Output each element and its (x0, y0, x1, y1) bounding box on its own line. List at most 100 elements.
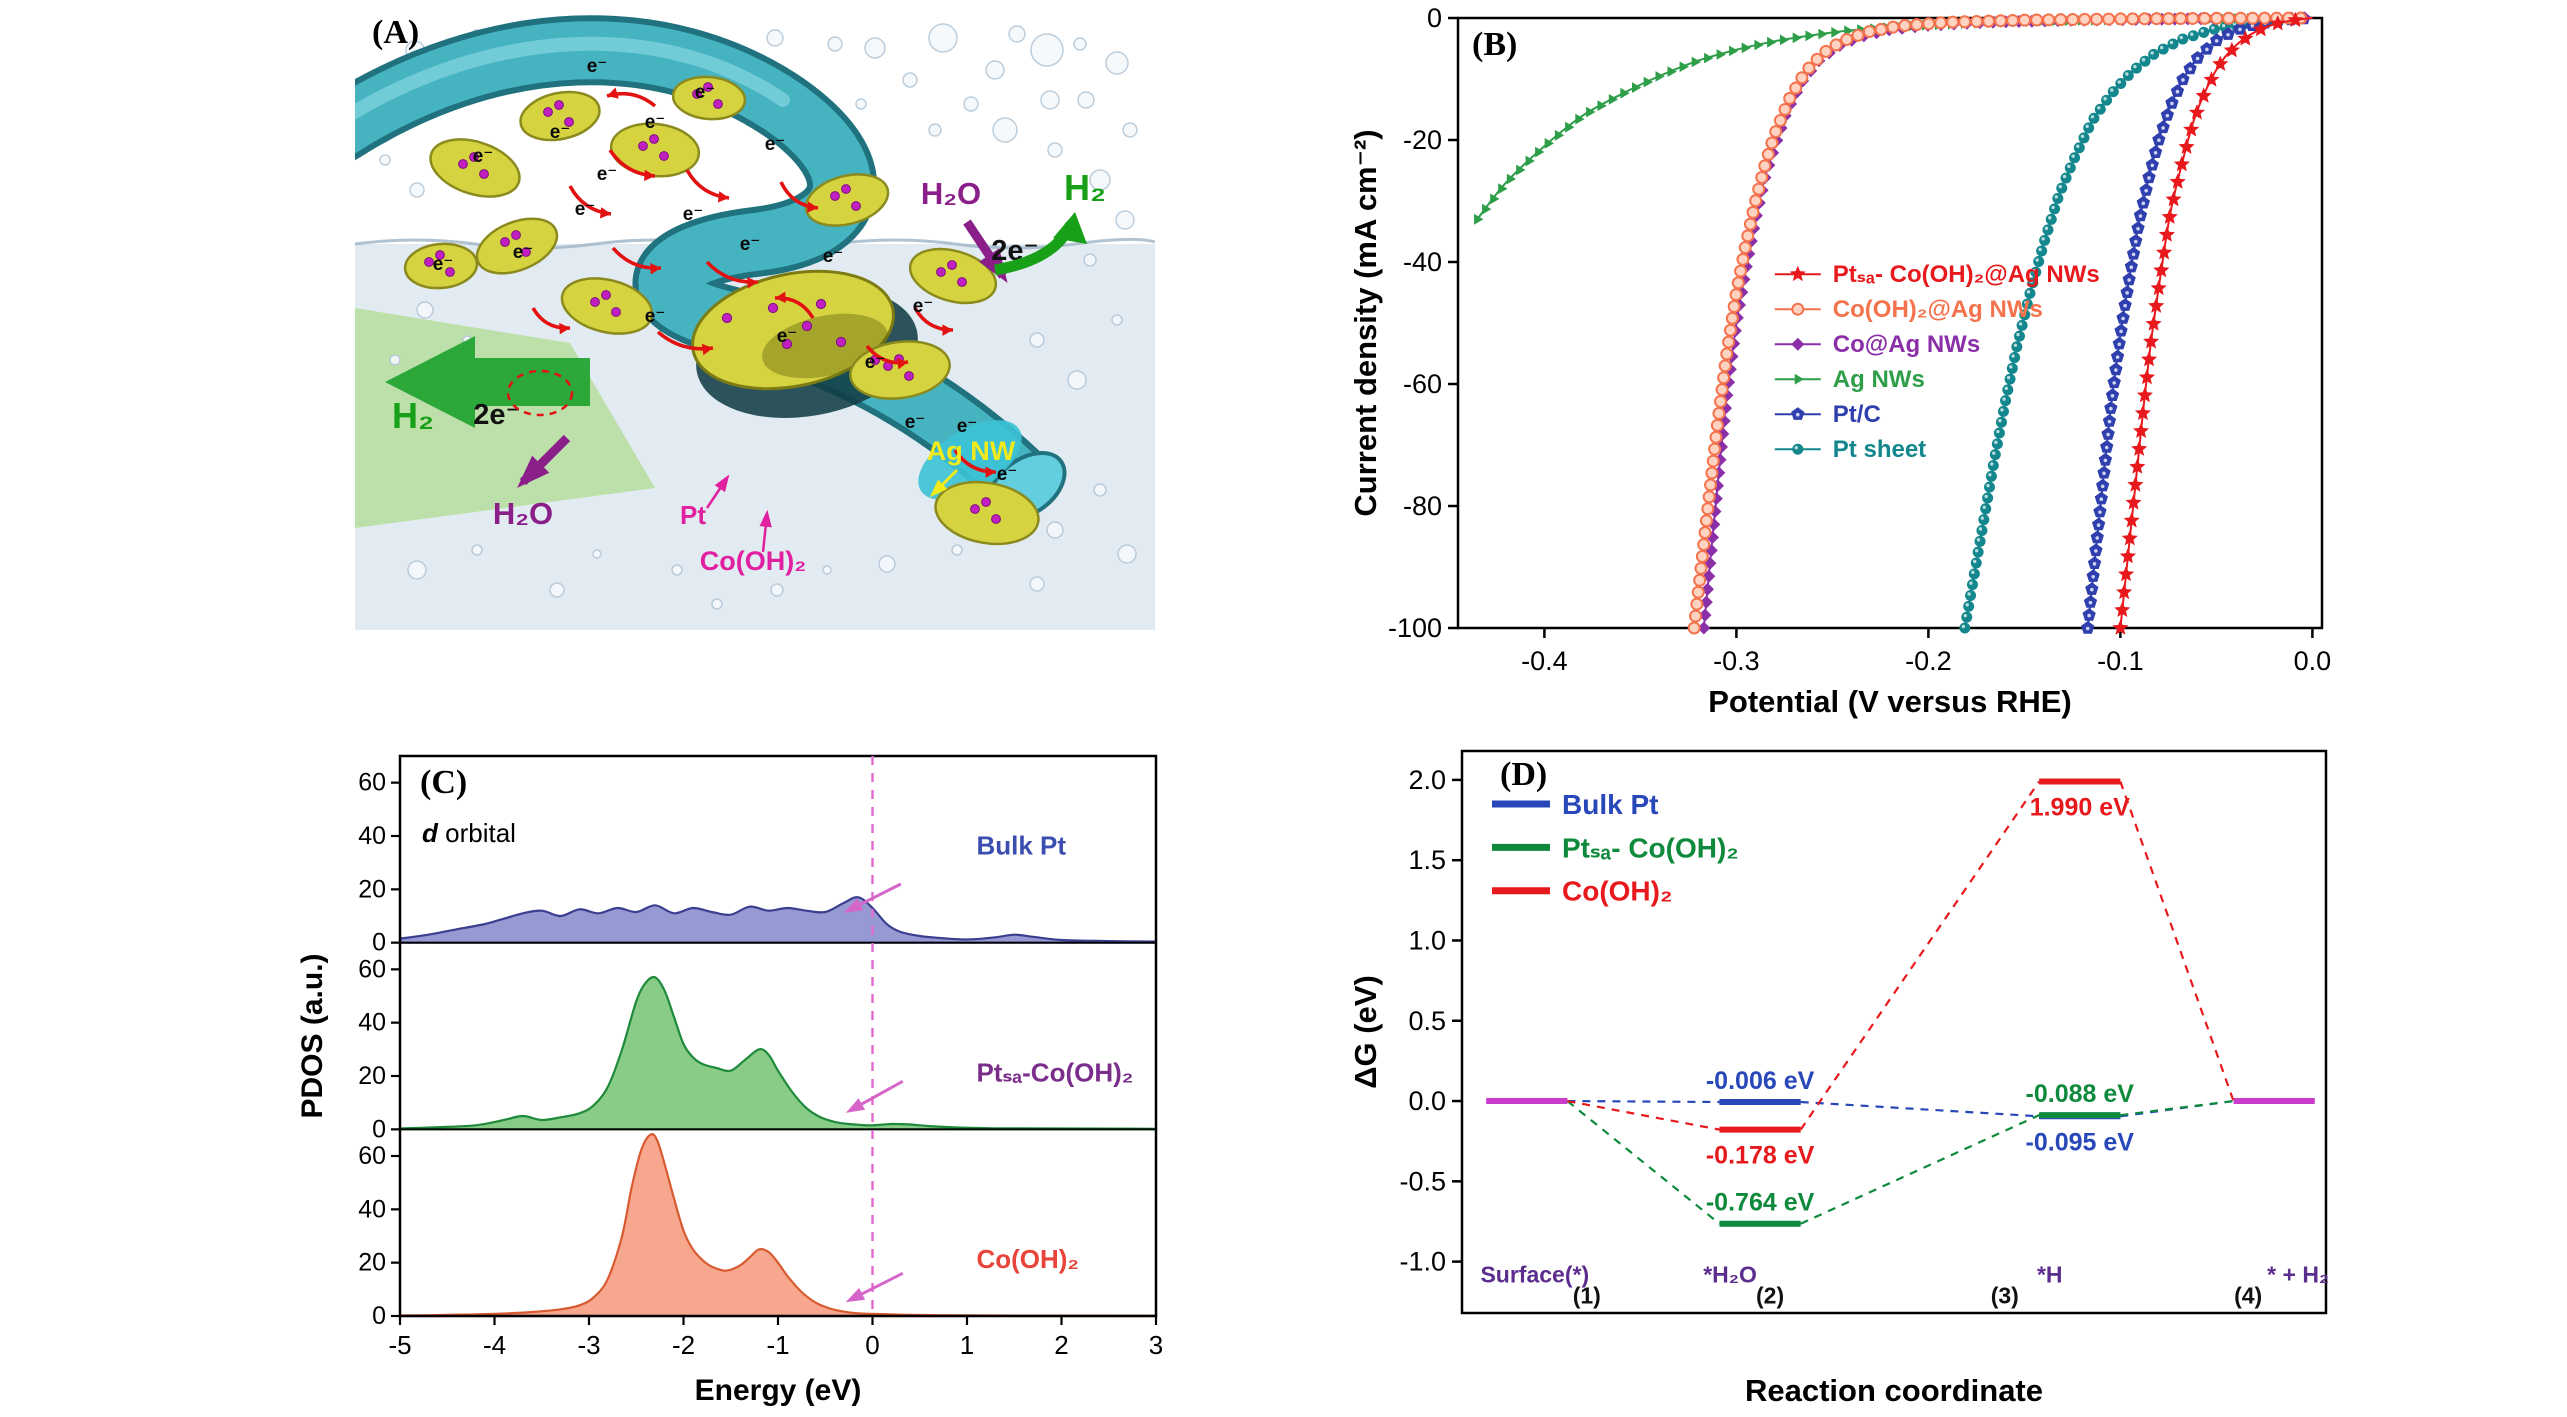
marker-circle-highlight (2190, 32, 2194, 36)
panel-a-illustration: e⁻e⁻e⁻e⁻e⁻e⁻e⁻e⁻e⁻e⁻e⁻e⁻e⁻e⁻e⁻e⁻e⁻e⁻e⁻e⁻… (355, 15, 1155, 630)
marker-circle-highlight (2200, 29, 2204, 33)
marker-star (2112, 619, 2129, 635)
marker-circle-highlight (2038, 247, 2042, 252)
y-tick-label: 20 (358, 875, 386, 903)
marker-triangle (1716, 49, 1726, 60)
marker-circle-open (2198, 11, 2212, 25)
bubble (928, 123, 942, 137)
marker-circle-highlight (2179, 35, 2184, 40)
marker-circle-open (1709, 430, 1723, 444)
marker-circle-highlight (1998, 419, 2002, 423)
marker-circle-open (1982, 14, 1996, 28)
pt-atom (991, 514, 1001, 524)
bubble (471, 544, 483, 556)
marker-circle (1965, 589, 1977, 601)
value-label: -0.006 eV (1706, 1067, 1815, 1095)
h2o-label-left: H₂O (493, 496, 553, 531)
stage-number: (3) (1991, 1282, 2019, 1308)
marker-circle-open (1694, 561, 1708, 575)
bubble (409, 182, 425, 198)
marker-circle-open (1712, 406, 1726, 420)
marker-circle (2024, 287, 2036, 299)
marker-circle-open (1840, 32, 1854, 46)
pt-atom (767, 302, 779, 314)
marker-circle-open (2150, 12, 2164, 26)
marker-triangle (1754, 39, 1764, 51)
pt-atom (904, 371, 914, 381)
marker-circle (1997, 405, 2009, 417)
marker-circle-open (2078, 12, 2092, 26)
marker-triangle (1632, 82, 1642, 93)
marker-circle-highlight (1971, 570, 1975, 575)
marker-circle-open (1970, 14, 1984, 28)
electron-transfer-arrowhead (599, 207, 611, 219)
bubble (822, 565, 832, 575)
marker-circle-open (1710, 418, 1724, 432)
pt-atom (424, 257, 434, 267)
electron-label: e⁻ (765, 134, 786, 155)
marker-triangle (1535, 146, 1545, 158)
marker-circle-open (1701, 502, 1715, 516)
marker-circle-open (1758, 159, 1772, 173)
marker-circle-open (1783, 91, 1797, 105)
legend-label: Co@Ag NWs (1833, 331, 1980, 358)
marker-circle-open (2102, 12, 2116, 26)
h2-arrowhead-right (1053, 212, 1087, 244)
marker-circle (2045, 213, 2057, 225)
marker-pentagon-center (2121, 316, 2125, 321)
h2-release-arrow (385, 336, 590, 428)
marker-triangle (1554, 129, 1565, 141)
marker-star (2116, 583, 2133, 600)
value-label: -0.088 eV (2026, 1080, 2135, 1108)
marker-circle-open (1810, 52, 1824, 66)
electron-label: e⁻ (513, 242, 534, 263)
marker-circle-highlight (2062, 174, 2067, 179)
marker-triangle (1729, 45, 1739, 57)
marker-pentagon-center (2195, 56, 2200, 61)
marker-circle (2130, 62, 2142, 74)
marker-circle-highlight (2071, 154, 2075, 158)
marker-triangle (1474, 213, 1484, 225)
marker-circle-open (2066, 13, 2080, 27)
fermi-pointer-arrow-head (845, 1287, 866, 1303)
marker-circle (1985, 470, 1997, 482)
marker-triangle (1586, 106, 1596, 118)
co-oh2-pointer-head (759, 509, 772, 528)
pdos-area (398, 975, 1158, 1131)
pt-pointer-head (714, 474, 730, 493)
marker-triangle (1643, 76, 1653, 88)
electron-transfer-arrowhead (942, 324, 953, 336)
marker-circle (2148, 48, 2160, 60)
x-tick-label: -5 (388, 1330, 411, 1360)
marker-circle (1961, 611, 1973, 623)
marker-pentagon-center (2112, 381, 2117, 385)
marker-circle-open (1715, 383, 1729, 397)
y-tick-label: 1.5 (1408, 845, 1446, 875)
marker-circle (2198, 26, 2210, 38)
marker-circle (2139, 55, 2151, 67)
marker-circle (1966, 579, 1978, 591)
marker-circle-highlight (2009, 365, 2013, 369)
marker-triangle (1679, 61, 1689, 73)
reaction-site-circle (506, 369, 574, 417)
y-tick-label: 0.5 (1408, 1006, 1446, 1036)
electron-label: e⁻ (645, 306, 666, 327)
marker-circle-open (1743, 217, 1757, 231)
marker-pentagon-center (2157, 138, 2161, 143)
x-tick-label: 0.0 (2294, 646, 2332, 676)
marker-circle-open (1693, 573, 1707, 587)
y-tick-label: 40 (358, 1009, 386, 1037)
marker-triangle (1792, 32, 1802, 44)
electron-label: e⁻ (823, 246, 844, 267)
marker-circle-open (1752, 182, 1766, 196)
marker-diamond (1719, 401, 1733, 415)
marker-pentagon-center (2088, 600, 2093, 605)
marker-triangle (1831, 27, 1841, 38)
marker-star (2203, 71, 2220, 87)
marker-circle-open (2006, 13, 2020, 27)
marker-pentagon-center (2144, 188, 2148, 193)
pt-atom (564, 117, 574, 127)
bubble (928, 23, 958, 53)
series-label: Ptₛₐ-Co(OH)₂ (976, 1057, 1133, 1087)
marker-circle-highlight (2044, 226, 2049, 231)
